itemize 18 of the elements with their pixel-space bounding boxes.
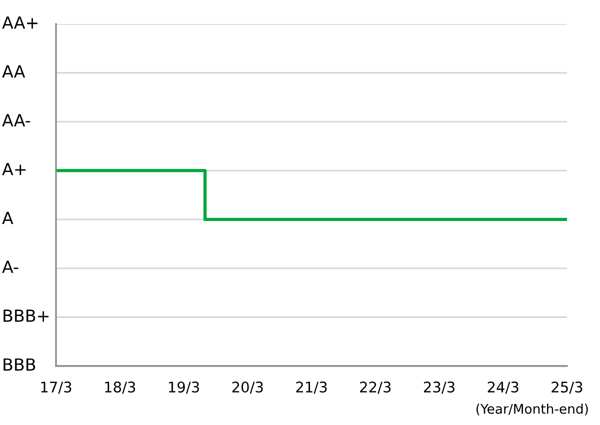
x-tick-label: 20/3 <box>232 382 263 394</box>
x-tick-label: 22/3 <box>360 382 391 394</box>
text: A- <box>2 260 18 273</box>
x-tick-label: 17/3 <box>41 382 72 394</box>
text: BBB <box>4 358 36 371</box>
text: A <box>2 212 14 224</box>
x-tick-label: 23/3 <box>424 382 454 394</box>
x-tick-label: 25/3 <box>552 382 582 394</box>
text: AA+ <box>2 16 38 29</box>
text: BBB+ <box>4 310 48 322</box>
x-tick-label: 24/3 <box>488 382 518 394</box>
text: AA- <box>2 114 30 126</box>
x-tick-label: 18/3 <box>105 382 136 394</box>
text: AA <box>2 65 26 78</box>
text: A+ <box>2 163 26 176</box>
x-axis-title: (Year/Month-end) <box>476 404 588 416</box>
x-tick-label: 21/3 <box>296 382 327 394</box>
x-tick-label: 19/3 <box>168 382 199 394</box>
